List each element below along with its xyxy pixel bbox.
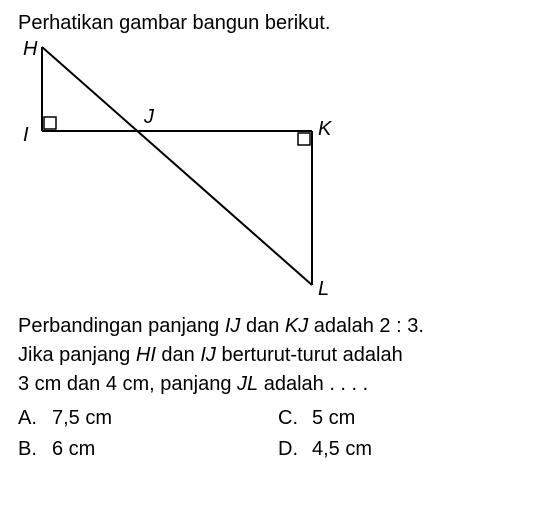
- option-text: 5 cm: [312, 403, 355, 434]
- options-col-right: C. 5 cm D. 4,5 cm: [278, 403, 372, 465]
- option-c: C. 5 cm: [278, 403, 372, 434]
- label-K: K: [318, 118, 333, 140]
- options-col-left: A. 7,5 cm B. 6 cm: [18, 403, 278, 465]
- var-HI: HI: [136, 344, 156, 366]
- option-text: 4,5 cm: [312, 434, 372, 465]
- text: berturut-turut adalah: [216, 344, 403, 366]
- text: 3 cm dan 4 cm, panjang: [18, 373, 237, 395]
- label-I: I: [23, 124, 29, 146]
- text: adalah 2 : 3.: [308, 315, 424, 337]
- option-letter: B.: [18, 434, 52, 465]
- option-d: D. 4,5 cm: [278, 434, 372, 465]
- question-body: Perbandingan panjang IJ dan KJ adalah 2 …: [18, 312, 541, 399]
- label-H: H: [23, 39, 38, 60]
- var-KJ: KJ: [285, 315, 308, 337]
- body-line-2: Jika panjang HI dan IJ berturut-turut ad…: [18, 341, 541, 370]
- question-title: Perhatikan gambar bangun berikut.: [18, 12, 541, 35]
- var-IJ: IJ: [225, 315, 241, 337]
- text: dan: [156, 344, 200, 366]
- answer-options: A. 7,5 cm B. 6 cm C. 5 cm D. 4,5 cm: [18, 403, 541, 465]
- var-JL: JL: [237, 373, 258, 395]
- option-b: B. 6 cm: [18, 434, 278, 465]
- right-angle-I: [44, 117, 56, 129]
- option-letter: D.: [278, 434, 312, 465]
- option-letter: C.: [278, 403, 312, 434]
- label-L: L: [318, 278, 329, 300]
- option-text: 7,5 cm: [52, 403, 112, 434]
- label-J: J: [143, 106, 155, 128]
- text: adalah . . . .: [258, 373, 368, 395]
- text: dan: [240, 315, 284, 337]
- var-IJ: IJ: [200, 344, 216, 366]
- right-angle-K: [298, 133, 310, 145]
- geometry-diagram: H I J K L: [18, 39, 368, 304]
- text: Perbandingan panjang: [18, 315, 225, 337]
- body-line-3: 3 cm dan 4 cm, panjang JL adalah . . . .: [18, 370, 541, 399]
- option-text: 6 cm: [52, 434, 95, 465]
- body-line-1: Perbandingan panjang IJ dan KJ adalah 2 …: [18, 312, 541, 341]
- text: Jika panjang: [18, 344, 136, 366]
- segment-HL: [42, 47, 312, 285]
- option-letter: A.: [18, 403, 52, 434]
- option-a: A. 7,5 cm: [18, 403, 278, 434]
